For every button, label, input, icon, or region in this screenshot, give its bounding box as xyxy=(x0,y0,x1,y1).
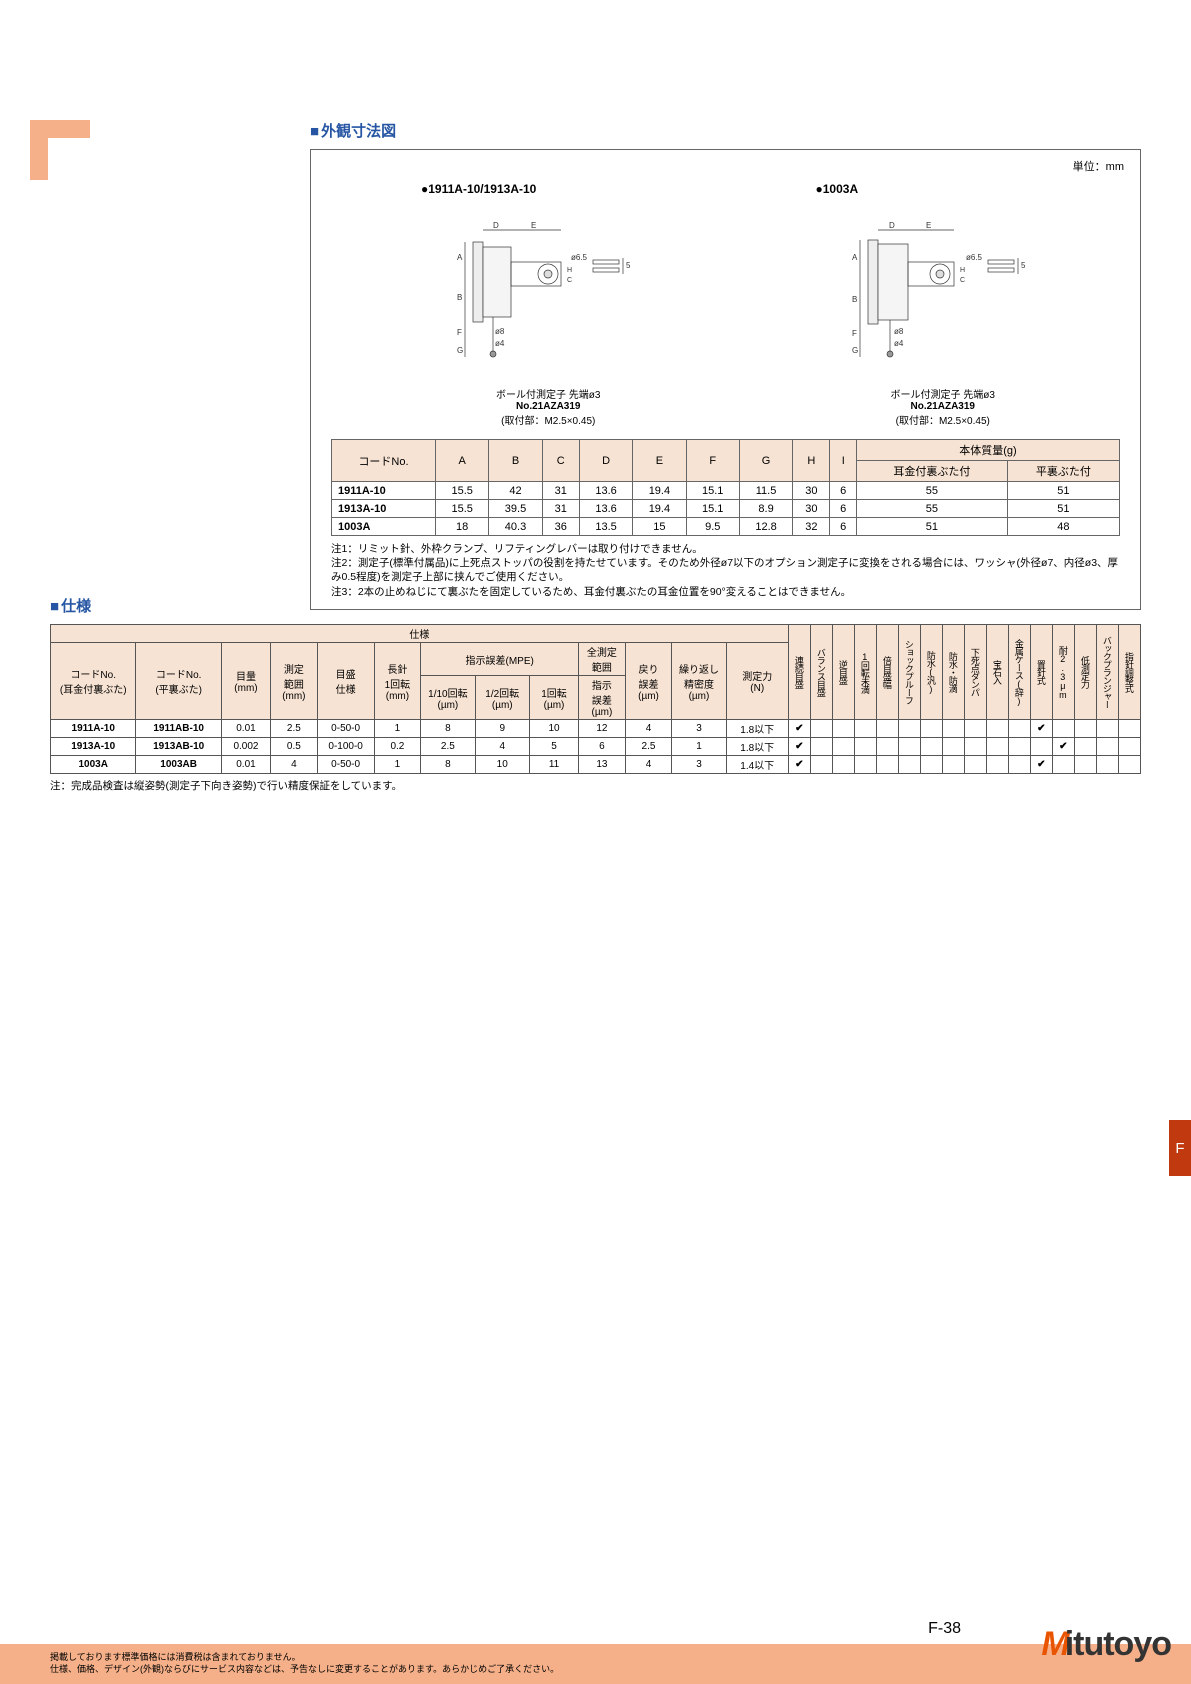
svg-text:B: B xyxy=(457,293,462,302)
svg-text:E: E xyxy=(926,221,931,230)
svg-text:5: 5 xyxy=(626,261,631,270)
dimension-title: 外観寸法図 xyxy=(310,120,1141,141)
drawing-1-caption: ボール付測定子 先端ø3 No.21AZA319 (取付部：M2.5×0.45) xyxy=(371,386,726,427)
dimension-notes: 注1：リミット針、外枠クランプ、リフティングレバーは取り付けできません。 注2：… xyxy=(331,542,1120,599)
dimension-box: 単位：mm ●1911A-10/1913A-10 xyxy=(310,149,1141,610)
svg-text:D: D xyxy=(889,221,895,230)
table-row: 1913A-101913AB-100.0020.50-100-00.22.545… xyxy=(51,738,1141,756)
svg-text:B: B xyxy=(852,295,857,304)
drawing-1: ●1911A-10/1913A-10 xyxy=(371,182,726,427)
spec-section: 仕様 仕様 連続目盛 バランス目盛 逆目盛 1回転未満 倍目盛幅 xyxy=(50,595,1141,793)
svg-text:ø6.5: ø6.5 xyxy=(571,253,588,262)
svg-text:A: A xyxy=(457,253,463,262)
dimension-table: コードNo. A B C D E F G H I 本体質量(g) 耳金付裏ぶた付 xyxy=(331,439,1120,536)
svg-text:G: G xyxy=(457,346,463,355)
table-row: 1003A1003AB0.0140-50-018101113431.4以下 xyxy=(51,756,1141,774)
svg-text:D: D xyxy=(493,221,499,230)
svg-text:H: H xyxy=(960,267,965,274)
svg-text:ø4: ø4 xyxy=(495,339,505,348)
svg-text:ø4: ø4 xyxy=(894,339,904,348)
svg-text:H: H xyxy=(567,267,572,274)
svg-text:A: A xyxy=(852,253,858,262)
svg-text:ø8: ø8 xyxy=(495,327,505,336)
svg-text:ø8: ø8 xyxy=(894,327,904,336)
dimension-section: 外観寸法図 単位：mm ●1911A-10/1913A-10 xyxy=(310,120,1141,610)
mitutoyo-logo: itutoyo xyxy=(1041,1625,1171,1664)
spec-title: 仕様 xyxy=(50,595,1141,616)
footer-disclaimer: 掲載しております標準価格には消費税は含まれておりません。 仕様、価格、デザイン(… xyxy=(50,1652,559,1675)
svg-text:G: G xyxy=(852,346,858,355)
drawing-2-caption: ボール付測定子 先端ø3 No.21AZA319 (取付部：M2.5×0.45) xyxy=(766,386,1121,427)
drawing-2-svg: ø6.5 ø8 ø4 D E A B F G 5 H xyxy=(848,212,1038,372)
footer: 掲載しております標準価格には消費税は含まれておりません。 仕様、価格、デザイン(… xyxy=(0,1620,1191,1684)
svg-text:C: C xyxy=(567,277,572,284)
side-tab: F xyxy=(1169,1120,1191,1176)
svg-text:F: F xyxy=(852,329,857,338)
svg-text:C: C xyxy=(960,277,965,284)
table-row: 1003A1840.33613.5159.512.83265148 xyxy=(332,518,1120,536)
svg-text:5: 5 xyxy=(1021,261,1026,270)
drawing-2: ●1003A xyxy=(766,182,1121,427)
drawing-2-title: ●1003A xyxy=(816,182,1121,196)
table-row: 1911A-101911AB-100.012.50-50-01891012431… xyxy=(51,720,1141,738)
drawing-1-svg: ø6.5 ø8 ø4 D E A B F G 5 H xyxy=(453,212,643,372)
spec-note: 注：完成品検査は縦姿勢(測定子下向き姿勢)で行い精度保証をしています。 xyxy=(50,778,1141,793)
table-row: 1913A-1015.539.53113.619.415.18.93065551 xyxy=(332,500,1120,518)
spec-table: 仕様 連続目盛 バランス目盛 逆目盛 1回転未満 倍目盛幅 ショックプルーフ 防… xyxy=(50,624,1141,774)
table-row: 1911A-1015.5423113.619.415.111.53065551 xyxy=(332,482,1120,500)
drawing-1-title: ●1911A-10/1913A-10 xyxy=(421,182,726,196)
page-number: F-38 xyxy=(928,1620,961,1638)
corner-accent xyxy=(30,120,90,180)
svg-text:F: F xyxy=(457,328,462,337)
svg-text:ø6.5: ø6.5 xyxy=(966,253,983,262)
svg-text:E: E xyxy=(531,221,536,230)
unit-label: 単位：mm xyxy=(1073,158,1124,174)
